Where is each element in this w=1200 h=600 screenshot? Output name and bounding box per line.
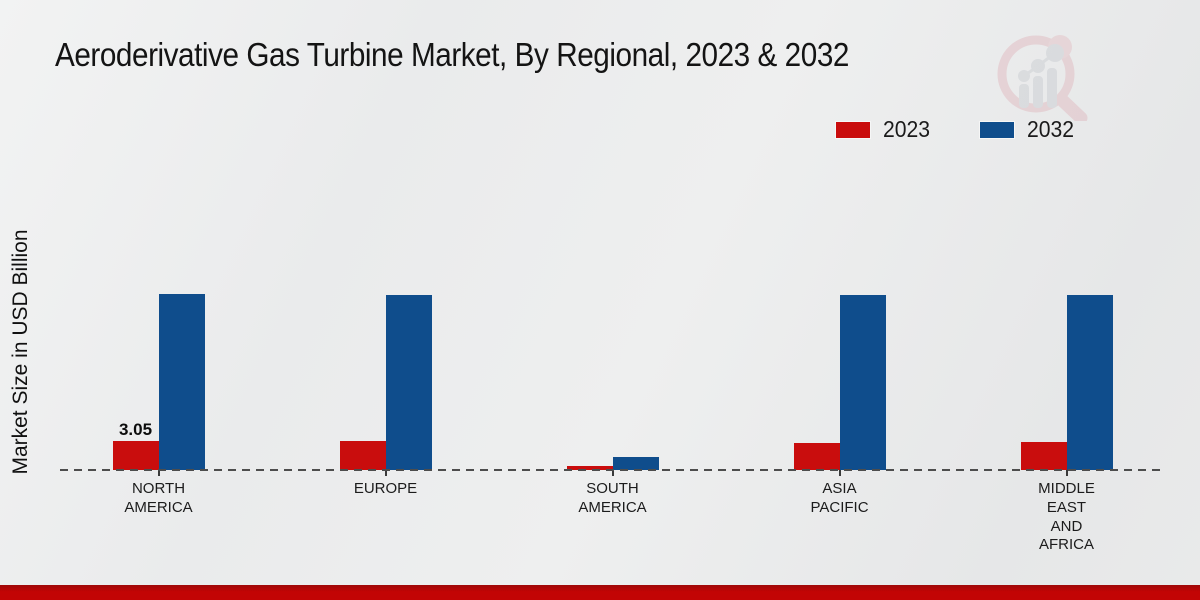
bar-2023-asia-pacific: [793, 442, 840, 470]
bar-2023-middle-east-and-africa: [1020, 442, 1067, 470]
category-label-north-america: NORTH AMERICA: [124, 480, 193, 516]
bar-2032-south-america: [612, 456, 659, 470]
bar-2023-europe: [339, 440, 386, 470]
legend: 2023 2032: [836, 116, 1078, 143]
footer-accent-bar: [0, 585, 1200, 600]
x-axis-baseline: [60, 469, 1163, 471]
plot-area: 3.05 NORTH AMERICA EUROPE SOUTH AMERICA ASIA…: [45, 140, 1180, 553]
bar-2023-south-america: [566, 466, 613, 470]
bar-2032-middle-east-and-africa: [1066, 294, 1113, 470]
legend-item-2023: 2023: [836, 116, 934, 143]
axis-tick-europe: [384, 470, 387, 476]
chart-title: Aeroderivative Gas Turbine Market, By Re…: [55, 36, 849, 73]
bar-group-north-america: 3.05 NORTH AMERICA: [45, 140, 272, 516]
legend-swatch-2023: [836, 121, 870, 138]
bar-group-asia-pacific: ASIA PACIFIC: [726, 140, 953, 516]
y-axis-label: Market Size in USD Billion: [9, 229, 32, 475]
axis-tick-middle-east-and-africa: [1065, 470, 1068, 476]
category-label-asia-pacific: ASIA PACIFIC: [810, 480, 869, 516]
bar-2032-north-america: [158, 293, 205, 470]
legend-item-2032: 2032: [980, 116, 1078, 143]
category-label-europe: EUROPE: [353, 480, 418, 497]
axis-tick-south-america: [611, 470, 614, 476]
category-label-south-america: SOUTH AMERICA: [578, 480, 647, 516]
bar-2023-north-america: 3.05: [112, 420, 159, 470]
legend-swatch-2032: [980, 121, 1015, 138]
bar-group-middle-east-and-africa: MIDDLE EAST AND AFRICA: [953, 140, 1180, 553]
bar-group-europe: EUROPE: [272, 140, 499, 497]
bar-2032-europe: [385, 294, 432, 470]
legend-label-2023: 2023: [883, 116, 931, 142]
axis-tick-north-america: [157, 470, 160, 476]
bar-group-south-america: SOUTH AMERICA: [499, 140, 726, 516]
data-label-north-america: 3.05: [118, 420, 153, 440]
axis-tick-asia-pacific: [838, 470, 841, 476]
bar-2032-asia-pacific: [839, 294, 886, 470]
market-research-future-logo-icon: [997, 35, 1088, 121]
category-label-middle-east-and-africa: MIDDLE EAST AND AFRICA: [1038, 480, 1095, 554]
legend-label-2032: 2032: [1027, 116, 1075, 142]
